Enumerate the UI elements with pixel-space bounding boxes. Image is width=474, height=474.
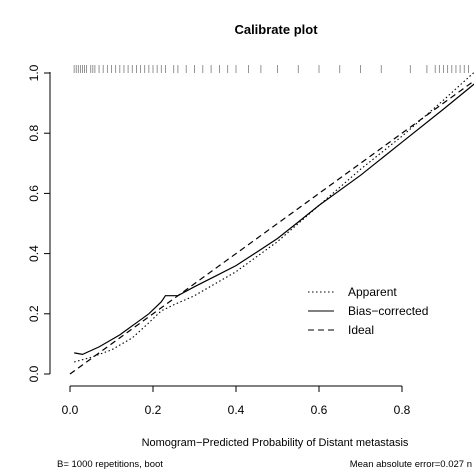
y-tick-label: 0.8 <box>27 125 41 142</box>
legend-label-apparent: Apparent <box>348 285 397 299</box>
x-ticks: 0.0 0.2 0.4 0.6 0.8 <box>62 386 411 417</box>
legend: Apparent Bias−corrected Ideal <box>308 285 428 337</box>
y-tick-label: 0.6 <box>27 185 41 202</box>
y-tick-label: 0.0 <box>27 365 41 382</box>
chart-title: Calibrate plot <box>234 22 318 37</box>
rug-marks <box>73 65 469 73</box>
y-tick-label: 1.0 <box>27 64 41 81</box>
x-tick-label: 0.0 <box>62 403 79 417</box>
axes <box>49 72 402 387</box>
y-tick-label: 0.4 <box>27 245 41 262</box>
footnote-left: B= 1000 repetitions, boot <box>57 459 163 470</box>
legend-label-bias-corrected: Bias−corrected <box>348 304 428 318</box>
y-tick-label: 0.2 <box>27 305 41 322</box>
x-tick-label: 0.4 <box>228 403 245 417</box>
x-axis-label: Nomogram−Predicted Probability of Distan… <box>142 437 409 449</box>
legend-label-ideal: Ideal <box>348 323 374 337</box>
footnote-right: Mean absolute error=0.027 n <box>350 459 472 470</box>
series-line-bias-corrected <box>74 83 474 356</box>
series-line-ideal <box>69 80 474 375</box>
x-tick-label: 0.6 <box>311 403 328 417</box>
y-ticks: 0.0 0.2 0.4 0.6 0.8 1.0 <box>27 64 50 382</box>
x-tick-label: 0.2 <box>145 403 162 417</box>
series-lines <box>69 71 474 375</box>
series-line-apparent <box>74 71 474 363</box>
x-tick-label: 0.8 <box>394 403 411 417</box>
